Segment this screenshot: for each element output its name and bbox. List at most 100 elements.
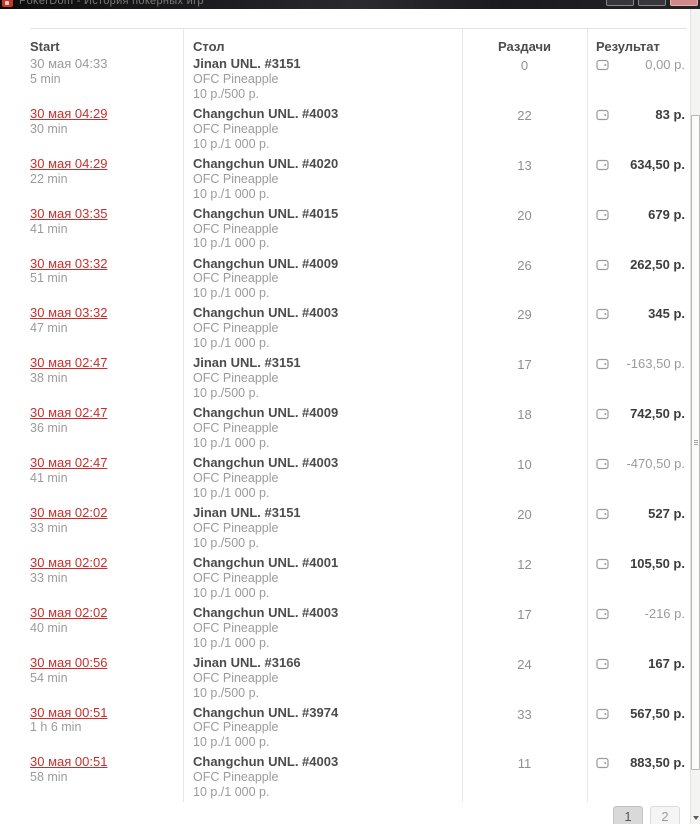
result-cell: 167 р. <box>587 656 687 675</box>
session-date-link[interactable]: 30 мая 02:02 <box>30 505 108 521</box>
session-duration: 30 min <box>30 121 68 136</box>
start-cell: 30 мая 02:02 33 min <box>30 505 183 536</box>
window-titlebar[interactable]: PokerDom - История покерных игр <box>0 0 700 9</box>
wallet-icon <box>596 258 609 276</box>
wallet-icon <box>596 756 609 774</box>
start-cell: 30 мая 04:29 30 min <box>30 105 183 137</box>
app-icon <box>2 0 13 7</box>
session-date-link[interactable]: 30 мая 04:33 <box>30 56 108 71</box>
result-cell: 679 р. <box>587 207 687 226</box>
session-duration: 51 min <box>30 271 68 286</box>
session-date-link[interactable]: 30 мая 02:02 <box>30 554 108 570</box>
wallet-icon <box>596 707 609 725</box>
start-cell: 30 мая 03:32 51 min <box>30 255 183 287</box>
start-cell: 30 мая 00:51 58 min <box>30 755 183 785</box>
session-date-link[interactable]: 30 мая 02:47 <box>30 455 108 471</box>
start-cell: 30 мая 02:02 40 min <box>30 604 183 636</box>
session-duration: 33 min <box>30 520 68 535</box>
result-cell: 0,00 р. <box>587 57 687 76</box>
table-row: 30 мая 03:32 47 min Changchun UNL. #4003… <box>30 306 687 356</box>
games-history-table: Start Стол Раздачи Результат 30 мая 04:3… <box>30 28 687 804</box>
scrollbar[interactable] <box>690 9 700 824</box>
minimize-button[interactable] <box>606 0 634 6</box>
start-cell: 30 мая 02:47 41 min <box>30 455 183 486</box>
table-cell: Changchun UNL. #4009 OFC Pineapple 10 р.… <box>183 405 462 451</box>
scrollbar-grip <box>694 439 698 446</box>
close-button[interactable] <box>670 0 698 6</box>
session-date-link[interactable]: 30 мая 00:51 <box>30 754 108 770</box>
wallet-icon <box>596 457 609 475</box>
scrollbar-down-arrow-icon[interactable] <box>693 816 699 820</box>
hands-count: 17 <box>517 357 532 373</box>
result-value: 679 р. <box>648 206 685 222</box>
stakes: 10 р./500 р. <box>193 86 260 101</box>
result-cell: -163,50 р. <box>587 356 687 375</box>
wallet-icon <box>596 557 609 575</box>
result-value: 527 р. <box>648 506 685 522</box>
header-result: Результат <box>596 39 660 54</box>
table-name: Jinan UNL. #3151 <box>193 56 301 71</box>
result-value: 634,50 р. <box>630 156 685 172</box>
result-value: 167 р. <box>648 655 685 671</box>
session-duration: 41 min <box>30 221 68 236</box>
table-name: Jinan UNL. #3166 <box>193 654 301 670</box>
wallet-icon <box>596 407 609 425</box>
hands-count: 20 <box>517 507 532 523</box>
start-cell: 30 мая 04:29 22 min <box>30 155 183 187</box>
session-date-link[interactable]: 30 мая 00:51 <box>30 704 108 720</box>
hands-count: 18 <box>517 407 532 423</box>
result-value: 262,50 р. <box>630 256 685 272</box>
session-date-link[interactable]: 30 мая 00:56 <box>30 654 108 670</box>
stakes: 10 р./1 000 р. <box>193 286 270 301</box>
session-date-link[interactable]: 30 мая 02:02 <box>30 604 108 620</box>
table-name: Changchun UNL. #4003 <box>193 604 339 620</box>
stakes: 10 р./1 000 р. <box>193 735 270 750</box>
game-type: OFC Pineapple <box>193 221 279 236</box>
result-value: -470,50 р. <box>626 456 685 472</box>
start-cell: 30 мая 04:33 5 min <box>30 56 183 87</box>
result-value: -216 р. <box>644 605 685 621</box>
table-name: Changchun UNL. #4003 <box>193 305 339 321</box>
start-cell: 30 мая 03:35 41 min <box>30 205 183 237</box>
table-row: 30 мая 04:29 22 min Changchun UNL. #4020… <box>30 155 687 207</box>
table-name: Changchun UNL. #4003 <box>193 105 339 121</box>
table-name: Jinan UNL. #3151 <box>193 355 301 371</box>
start-cell: 30 мая 00:56 54 min <box>30 654 183 686</box>
table-cell: Jinan UNL. #3151 OFC Pineapple 10 р./500… <box>183 355 462 401</box>
table-cell: Changchun UNL. #4003 OFC Pineapple 10 р.… <box>183 306 462 351</box>
table-row: 30 мая 02:02 33 min Changchun UNL. #4001… <box>30 554 687 606</box>
table-cell: Changchun UNL. #4003 OFC Pineapple 10 р.… <box>183 604 462 651</box>
start-cell: 30 мая 02:47 38 min <box>30 355 183 386</box>
table-row: 30 мая 03:35 41 min Changchun UNL. #4015… <box>30 205 687 257</box>
result-cell: 83 р. <box>587 107 687 126</box>
session-date-link[interactable]: 30 мая 04:29 <box>30 155 108 171</box>
game-type: OFC Pineapple <box>193 71 279 86</box>
stakes: 10 р./1 000 р. <box>193 136 270 151</box>
table-row: 30 мая 02:02 40 min Changchun UNL. #4003… <box>30 604 687 656</box>
result-cell: 567,50 р. <box>587 706 687 725</box>
session-date-link[interactable]: 30 мая 03:32 <box>30 305 108 321</box>
game-type: OFC Pineapple <box>193 421 279 436</box>
hands-count: 0 <box>520 58 529 73</box>
start-cell: 30 мая 00:51 1 h 6 min <box>30 704 183 736</box>
game-type: OFC Pineapple <box>193 770 279 785</box>
result-value: 742,50 р. <box>630 406 685 422</box>
session-date-link[interactable]: 30 мая 02:47 <box>30 405 108 421</box>
maximize-button[interactable] <box>638 0 666 6</box>
table-cell: Changchun UNL. #4003 OFC Pineapple 10 р.… <box>183 455 462 501</box>
hands-count: 26 <box>517 257 532 273</box>
session-date-link[interactable]: 30 мая 03:35 <box>30 205 108 221</box>
session-date-link[interactable]: 30 мая 02:47 <box>30 355 108 371</box>
stakes: 10 р./500 р. <box>193 386 260 401</box>
scrollbar-thumb[interactable] <box>691 115 700 770</box>
game-type: OFC Pineapple <box>193 570 279 585</box>
table-cell: Jinan UNL. #3151 OFC Pineapple 10 р./500… <box>183 505 462 551</box>
table-cell: Changchun UNL. #4015 OFC Pineapple 10 р.… <box>183 206 462 252</box>
window-controls <box>606 0 698 6</box>
window-title: PokerDom - История покерных игр <box>19 0 204 7</box>
page-button-1[interactable]: 1 <box>613 806 643 824</box>
page-button-2[interactable]: 2 <box>650 806 680 824</box>
session-date-link[interactable]: 30 мая 04:29 <box>30 105 108 121</box>
session-date-link[interactable]: 30 мая 03:32 <box>30 255 108 271</box>
